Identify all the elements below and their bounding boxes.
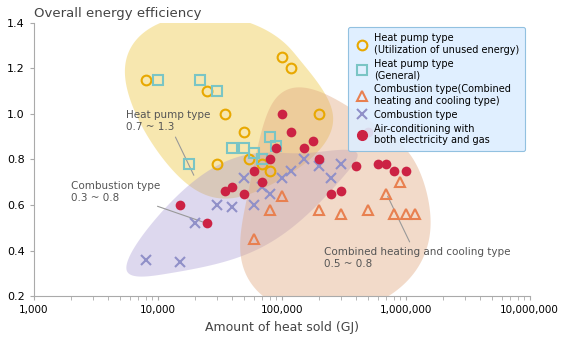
Text: Overall energy efficiency: Overall energy efficiency (34, 7, 201, 20)
Polygon shape (240, 87, 431, 315)
Legend: Heat pump type
(Utilization of unused energy), Heat pump type
(General), Combust: Heat pump type (Utilization of unused en… (349, 27, 525, 151)
Polygon shape (126, 150, 358, 277)
Text: Heat pump type
0.7 ~ 1.3: Heat pump type 0.7 ~ 1.3 (126, 110, 210, 175)
Text: Combined heating and cooling type
0.5 ~ 0.8: Combined heating and cooling type 0.5 ~ … (324, 196, 511, 269)
Polygon shape (125, 15, 333, 198)
X-axis label: Amount of heat sold (GJ): Amount of heat sold (GJ) (205, 321, 359, 334)
Text: Combustion type
0.3 ~ 0.8: Combustion type 0.3 ~ 0.8 (71, 181, 204, 223)
